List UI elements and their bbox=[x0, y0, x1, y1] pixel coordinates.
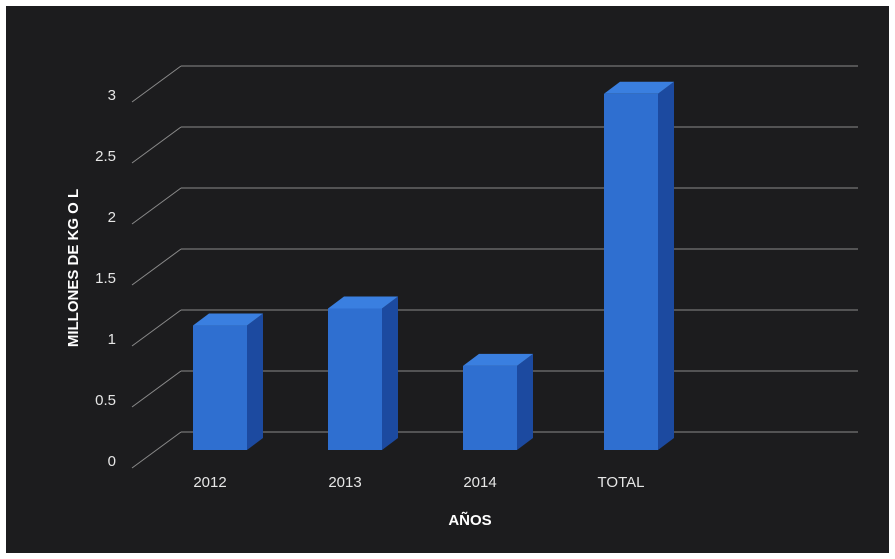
gridline-diagonal-4 bbox=[131, 187, 182, 225]
bar-side bbox=[658, 81, 674, 450]
bar-top bbox=[193, 313, 263, 326]
y-axis-title: MILLONES DE KG O L bbox=[65, 189, 82, 347]
bar-front bbox=[463, 365, 517, 450]
bar-top bbox=[604, 81, 674, 94]
bar-total bbox=[604, 81, 674, 450]
x-tick-label: 2014 bbox=[463, 474, 496, 491]
bar-front bbox=[604, 93, 658, 450]
gridline-diagonal-6 bbox=[131, 65, 182, 103]
bar-front bbox=[193, 325, 247, 450]
x-tick-label: 2013 bbox=[328, 474, 361, 491]
chart-frame: 0 0.5 1 1.5 2 2.5 3 2012 2013 2014 TOTAL MILLONES… bbox=[6, 6, 889, 553]
bars bbox=[193, 81, 674, 450]
x-tick-label: TOTAL bbox=[598, 474, 645, 491]
y-tick-label: 1 bbox=[108, 331, 116, 348]
bar-chart: 0 0.5 1 1.5 2 2.5 3 2012 2013 2014 TOTAL MILLONES… bbox=[65, 65, 858, 529]
y-tick-label: 2.5 bbox=[95, 148, 116, 165]
y-tick-label: 1.5 bbox=[95, 270, 116, 287]
gridline-diagonal-1 bbox=[131, 370, 182, 408]
x-tick-labels: 2012 2013 2014 TOTAL bbox=[193, 474, 644, 491]
y-tick-labels: 0 0.5 1 1.5 2 2.5 3 bbox=[95, 87, 116, 470]
bar-side bbox=[382, 296, 398, 450]
bar-2012 bbox=[193, 313, 263, 450]
y-tick-label: 0 bbox=[108, 453, 116, 470]
bar-2014 bbox=[463, 353, 533, 450]
x-tick-label: 2012 bbox=[193, 474, 226, 491]
gridline-diagonal-5 bbox=[131, 126, 182, 164]
gridline-diagonal-3 bbox=[131, 248, 182, 286]
gridlines bbox=[131, 65, 858, 469]
y-tick-label: 0.5 bbox=[95, 392, 116, 409]
y-tick-label: 2 bbox=[108, 209, 116, 226]
bar-front bbox=[328, 308, 382, 450]
x-axis-title: AÑOS bbox=[448, 511, 491, 529]
bar-top bbox=[463, 353, 533, 366]
bar-side bbox=[517, 353, 533, 450]
y-tick-label: 3 bbox=[108, 87, 116, 104]
bar-top bbox=[328, 296, 398, 309]
gridline-diagonal-0 bbox=[131, 431, 182, 469]
bar-side bbox=[247, 313, 263, 450]
gridline-diagonal-2 bbox=[131, 309, 182, 347]
bar-2013 bbox=[328, 296, 398, 450]
